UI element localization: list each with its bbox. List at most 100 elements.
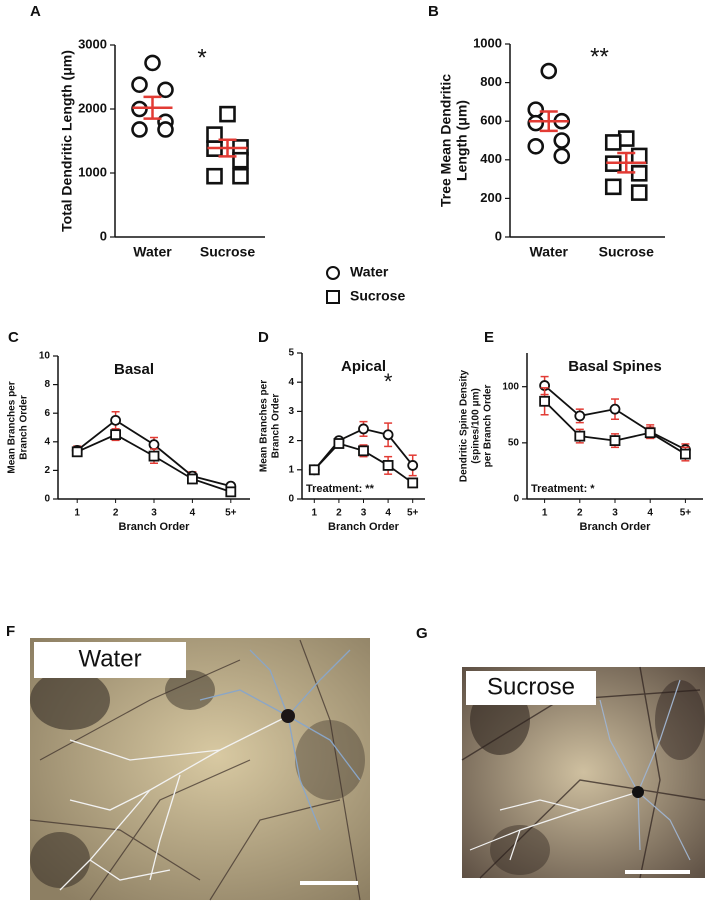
- y-tick-label: 1000: [473, 35, 502, 50]
- x-tick-label: 5+: [680, 508, 692, 519]
- marker: [539, 395, 550, 407]
- marker: [148, 439, 160, 451]
- marker: [144, 54, 161, 72]
- y-axis-label: Mean Branches per: [7, 381, 18, 473]
- panel-label: E: [484, 329, 494, 346]
- y-axis-label: Branch Order: [271, 394, 282, 459]
- marker: [110, 429, 121, 441]
- marker: [219, 105, 236, 123]
- marker: [574, 410, 586, 422]
- y-tick-label: 4: [44, 436, 50, 447]
- marker: [527, 114, 545, 132]
- y-tick-label: 1000: [78, 164, 107, 179]
- y-tick-label: 0: [513, 494, 519, 505]
- y-tick-label: 400: [480, 151, 502, 166]
- marker: [553, 147, 571, 165]
- x-tick-label: 3: [612, 508, 618, 519]
- x-tick-label: 4: [647, 508, 653, 519]
- marker: [630, 184, 648, 201]
- y-tick-label: 6: [44, 408, 50, 419]
- chart-title: Basal: [114, 361, 154, 378]
- marker: [680, 448, 691, 460]
- panel-label: C: [8, 329, 19, 346]
- marker: [604, 134, 622, 151]
- marker: [110, 414, 121, 426]
- x-tick-label: Water: [133, 244, 172, 260]
- micrograph-sucrose: [461, 666, 706, 879]
- x-tick-label: 2: [577, 508, 583, 519]
- y-axis-label: Tree Mean Dendritic: [438, 74, 454, 207]
- x-tick-label: 5+: [407, 508, 419, 519]
- legend-label: Sucrose: [350, 288, 405, 304]
- y-tick-label: 8: [44, 379, 50, 390]
- marker: [131, 100, 148, 118]
- marker: [131, 121, 148, 138]
- significance: *: [384, 369, 393, 394]
- y-axis-label: per Branch Order: [483, 384, 494, 467]
- significance: *: [197, 44, 206, 71]
- marker: [527, 137, 545, 155]
- y-tick-label: 1: [288, 464, 294, 475]
- y-tick-label: 10: [39, 351, 51, 362]
- y-tick-label: 50: [508, 437, 520, 448]
- y-tick-label: 2000: [78, 100, 107, 115]
- marker: [186, 473, 198, 485]
- marker: [407, 477, 419, 489]
- x-tick-label: 2: [336, 508, 342, 519]
- x-tick-label: 1: [542, 508, 548, 519]
- y-tick-label: 0: [288, 494, 294, 505]
- y-tick-label: 5: [288, 348, 294, 359]
- y-tick-label: 0: [495, 228, 502, 243]
- y-tick-label: 3000: [78, 36, 107, 51]
- marker: [157, 121, 174, 138]
- y-tick-label: 4: [288, 377, 294, 388]
- micrograph-water: [29, 638, 370, 901]
- marker: [358, 423, 369, 435]
- x-tick-label: Sucrose: [599, 244, 654, 260]
- y-tick-label: 2: [44, 465, 50, 476]
- y-axis-label: Length (μm): [454, 100, 470, 181]
- x-tick-label: Water: [530, 244, 569, 260]
- marker: [71, 446, 83, 458]
- x-tick-label: 5+: [225, 508, 237, 519]
- panel-label: D: [258, 329, 269, 346]
- y-axis-label: Dendritic Spine Density: [459, 369, 470, 482]
- marker: [609, 435, 621, 447]
- marker: [326, 290, 340, 304]
- x-tick-label: 3: [361, 508, 367, 519]
- x-tick-label: 4: [385, 508, 391, 519]
- y-tick-label: 100: [502, 381, 519, 392]
- marker: [553, 132, 571, 149]
- y-tick-label: 200: [480, 190, 502, 205]
- x-tick-label: Sucrose: [200, 244, 255, 260]
- treatment-note: Treatment: *: [531, 483, 595, 495]
- marker: [407, 460, 419, 471]
- image-caption: Water: [78, 645, 141, 672]
- y-tick-label: 800: [480, 74, 502, 89]
- marker: [206, 167, 223, 185]
- x-axis-label: Branch Order: [580, 521, 652, 533]
- marker: [157, 81, 174, 99]
- marker: [630, 147, 648, 165]
- marker: [148, 450, 160, 462]
- x-tick-label: 1: [74, 508, 80, 519]
- x-axis-label: Branch Order: [328, 521, 400, 533]
- marker: [232, 151, 249, 169]
- marker: [326, 266, 340, 280]
- panel-label: G: [416, 625, 428, 642]
- panel-label: F: [6, 623, 15, 640]
- marker: [574, 430, 586, 442]
- panel-label: B: [428, 3, 439, 20]
- x-tick-label: 1: [312, 508, 318, 519]
- y-axis-label: (spines/100 μm): [471, 388, 482, 464]
- panel-label: A: [30, 3, 41, 20]
- significance: **: [590, 43, 609, 70]
- treatment-note: Treatment: **: [306, 483, 375, 495]
- marker: [382, 460, 394, 471]
- marker: [527, 101, 545, 118]
- y-tick-label: 0: [44, 494, 50, 505]
- marker: [540, 62, 558, 80]
- marker: [358, 445, 369, 457]
- marker: [604, 178, 622, 196]
